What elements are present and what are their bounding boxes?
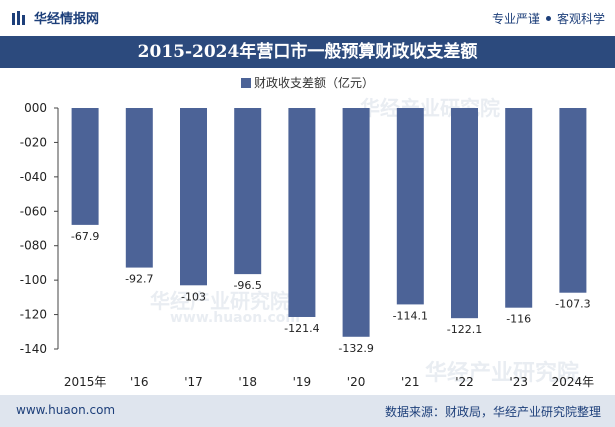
x-tick-label: 2024年 bbox=[552, 375, 595, 389]
bar bbox=[71, 108, 99, 225]
x-tick-label: 2015年 bbox=[64, 375, 107, 389]
x-tick-label: '18 bbox=[238, 375, 257, 389]
y-tick-label: -120 bbox=[20, 308, 47, 322]
brand[interactable]: 华经情报网 bbox=[12, 8, 99, 27]
footer-site[interactable]: www.huaon.com bbox=[16, 403, 116, 417]
tag-left: 专业严谨 bbox=[491, 12, 540, 26]
bar bbox=[342, 108, 370, 337]
legend-swatch bbox=[240, 78, 251, 88]
tag-right: 客观科学 bbox=[556, 12, 605, 26]
x-tick-label: '19 bbox=[293, 375, 312, 389]
bar-chart: 000 -020 -040 -060 -080 -100 -120 -140 -67.9 -92… bbox=[20, 101, 594, 389]
y-tick-label: -140 bbox=[20, 342, 47, 356]
data-label: -132.9 bbox=[338, 342, 373, 355]
data-label: -67.9 bbox=[71, 230, 99, 243]
bar bbox=[180, 108, 207, 286]
y-tick-label: -020 bbox=[20, 135, 47, 149]
y-tick-label: -040 bbox=[20, 170, 47, 184]
brand-name: 华经情报网 bbox=[34, 12, 100, 27]
bars: -67.9 -92.7 -103 -96.5 -121.4 -132.9 -114.1 -12… bbox=[71, 108, 591, 355]
y-tick-label: -080 bbox=[20, 239, 47, 253]
x-tick-label: '23 bbox=[509, 375, 528, 389]
bar bbox=[396, 108, 424, 305]
y-tick-label: 000 bbox=[24, 101, 47, 115]
legend-label: 财政收支差额（亿元） bbox=[253, 76, 374, 90]
data-label: -122.1 bbox=[447, 323, 482, 336]
data-label: -92.7 bbox=[125, 273, 153, 286]
slogan-tags: 专业严谨 客观科学 bbox=[492, 10, 605, 27]
bar bbox=[288, 108, 316, 317]
data-label: -121.4 bbox=[284, 322, 319, 335]
watermark-text: 华经产业研究院 bbox=[425, 361, 580, 386]
chart-legend: 财政收支差额（亿元） bbox=[0, 74, 615, 91]
data-label: -103 bbox=[181, 290, 206, 303]
bar bbox=[559, 108, 587, 293]
y-tick-label: -100 bbox=[20, 273, 47, 287]
x-tick-label: '20 bbox=[347, 375, 366, 389]
data-label: -114.1 bbox=[393, 309, 428, 322]
footer: www.huaon.com 数据来源：财政局，华经产业研究院整理 bbox=[0, 395, 615, 427]
watermark-text: 华经产业研究院 bbox=[150, 289, 290, 313]
footer-source: 数据来源：财政局，华经产业研究院整理 bbox=[384, 405, 601, 419]
watermark-url: www.huaon.com bbox=[170, 310, 301, 326]
top-bar: 华经情报网 专业严谨 客观科学 bbox=[0, 0, 615, 36]
y-axis: 000 -020 -040 -060 -080 -100 -120 -140 bbox=[20, 101, 59, 356]
data-label: -116 bbox=[506, 313, 531, 326]
separator-dot bbox=[545, 16, 551, 21]
chart-title: 2015-2024年营口市一般预算财政收支差额 bbox=[0, 36, 615, 68]
data-label: -96.5 bbox=[233, 279, 261, 292]
x-tick-label: '22 bbox=[455, 375, 474, 389]
data-label: -107.3 bbox=[555, 298, 590, 311]
bar bbox=[451, 108, 478, 319]
x-tick-label: '16 bbox=[130, 375, 149, 389]
logo-icon bbox=[12, 10, 25, 25]
x-tick-label: '21 bbox=[401, 375, 420, 389]
bar bbox=[234, 108, 262, 275]
x-tick-label: '17 bbox=[184, 375, 203, 389]
x-axis: 2015年 '16 '17 '18 '19 '20 '21 '22 '23 2024年 bbox=[64, 375, 594, 389]
bar bbox=[505, 108, 533, 308]
y-tick-label: -060 bbox=[20, 204, 47, 218]
bar bbox=[125, 108, 153, 268]
